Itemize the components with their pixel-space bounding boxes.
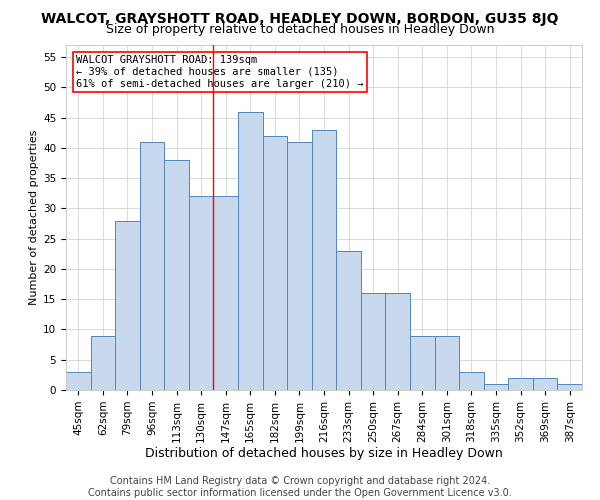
Bar [287,142,312,390]
Bar [434,336,459,390]
Bar [312,130,336,390]
Bar [410,336,434,390]
Bar [214,196,238,390]
Bar [91,336,115,390]
Bar [484,384,508,390]
Bar [140,142,164,390]
Bar [238,112,263,390]
Bar [533,378,557,390]
Text: WALCOT, GRAYSHOTT ROAD, HEADLEY DOWN, BORDON, GU35 8JQ: WALCOT, GRAYSHOTT ROAD, HEADLEY DOWN, BO… [41,12,559,26]
Bar [557,384,582,390]
Bar [385,293,410,390]
Bar [164,160,189,390]
Bar [115,220,140,390]
Bar [66,372,91,390]
Bar [263,136,287,390]
Text: WALCOT GRAYSHOTT ROAD: 139sqm
← 39% of detached houses are smaller (135)
61% of : WALCOT GRAYSHOTT ROAD: 139sqm ← 39% of d… [76,56,364,88]
Bar [336,251,361,390]
Text: Size of property relative to detached houses in Headley Down: Size of property relative to detached ho… [106,22,494,36]
Bar [459,372,484,390]
Y-axis label: Number of detached properties: Number of detached properties [29,130,39,305]
Bar [508,378,533,390]
Bar [189,196,214,390]
Text: Contains HM Land Registry data © Crown copyright and database right 2024.
Contai: Contains HM Land Registry data © Crown c… [88,476,512,498]
Bar [361,293,385,390]
X-axis label: Distribution of detached houses by size in Headley Down: Distribution of detached houses by size … [145,448,503,460]
